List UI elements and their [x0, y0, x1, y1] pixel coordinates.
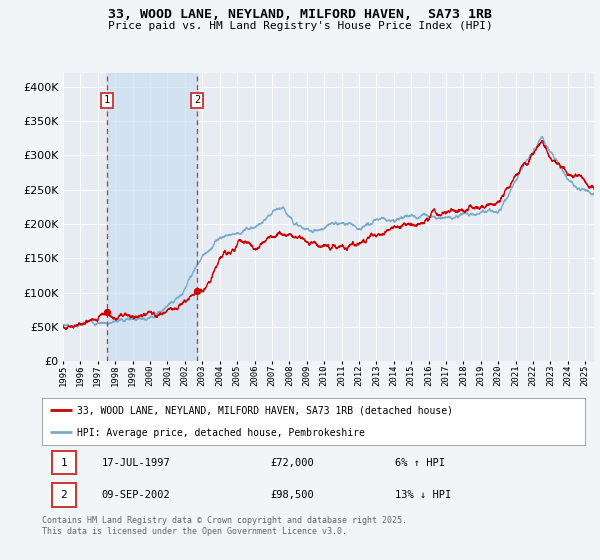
- Text: £72,000: £72,000: [270, 458, 314, 468]
- Text: 2025: 2025: [581, 364, 590, 385]
- Text: 2006: 2006: [250, 364, 259, 385]
- Bar: [107, 73, 197, 361]
- Text: 2019: 2019: [476, 364, 485, 385]
- Text: 2022: 2022: [529, 364, 538, 385]
- Text: 1999: 1999: [128, 364, 137, 385]
- Text: 2007: 2007: [268, 364, 277, 385]
- Text: 2013: 2013: [372, 364, 381, 385]
- Text: 2018: 2018: [459, 364, 468, 385]
- FancyBboxPatch shape: [52, 483, 76, 507]
- Text: 2004: 2004: [215, 364, 224, 385]
- Text: 2021: 2021: [511, 364, 520, 385]
- Point: [192, 286, 202, 295]
- Text: 2014: 2014: [389, 364, 398, 385]
- Text: 1998: 1998: [111, 364, 120, 385]
- Text: 33, WOOD LANE, NEYLAND, MILFORD HAVEN,  SA73 1RB: 33, WOOD LANE, NEYLAND, MILFORD HAVEN, S…: [108, 8, 492, 21]
- Text: 2: 2: [194, 95, 200, 105]
- Text: 2003: 2003: [198, 364, 207, 385]
- Text: 2012: 2012: [355, 364, 364, 385]
- Text: 2000: 2000: [146, 364, 155, 385]
- Text: 33, WOOD LANE, NEYLAND, MILFORD HAVEN, SA73 1RB (detached house): 33, WOOD LANE, NEYLAND, MILFORD HAVEN, S…: [77, 406, 453, 416]
- Text: 2011: 2011: [337, 364, 346, 385]
- Text: 1996: 1996: [76, 364, 85, 385]
- Text: 2024: 2024: [563, 364, 572, 385]
- Text: 2001: 2001: [163, 364, 172, 385]
- FancyBboxPatch shape: [52, 451, 76, 474]
- Text: 2015: 2015: [407, 364, 416, 385]
- Text: 1995: 1995: [59, 364, 67, 385]
- Text: 2020: 2020: [494, 364, 503, 385]
- Text: Contains HM Land Registry data © Crown copyright and database right 2025.
This d: Contains HM Land Registry data © Crown c…: [42, 516, 407, 536]
- Text: 17-JUL-1997: 17-JUL-1997: [102, 458, 170, 468]
- Text: 2: 2: [61, 490, 67, 500]
- Text: 2005: 2005: [233, 364, 242, 385]
- Text: 1: 1: [61, 458, 67, 468]
- Text: 1: 1: [104, 95, 110, 105]
- Text: 2008: 2008: [285, 364, 294, 385]
- Text: Price paid vs. HM Land Registry's House Price Index (HPI): Price paid vs. HM Land Registry's House …: [107, 21, 493, 31]
- Text: 1997: 1997: [94, 364, 103, 385]
- Text: £98,500: £98,500: [270, 490, 314, 500]
- Text: 2002: 2002: [181, 364, 190, 385]
- Text: 2009: 2009: [302, 364, 311, 385]
- Text: 2010: 2010: [320, 364, 329, 385]
- Text: HPI: Average price, detached house, Pembrokeshire: HPI: Average price, detached house, Pemb…: [77, 428, 365, 438]
- Point: [103, 308, 112, 317]
- Text: 2016: 2016: [424, 364, 433, 385]
- Text: 2017: 2017: [442, 364, 451, 385]
- Text: 2023: 2023: [546, 364, 555, 385]
- Text: 6% ↑ HPI: 6% ↑ HPI: [395, 458, 445, 468]
- Text: 09-SEP-2002: 09-SEP-2002: [102, 490, 170, 500]
- Text: 13% ↓ HPI: 13% ↓ HPI: [395, 490, 451, 500]
